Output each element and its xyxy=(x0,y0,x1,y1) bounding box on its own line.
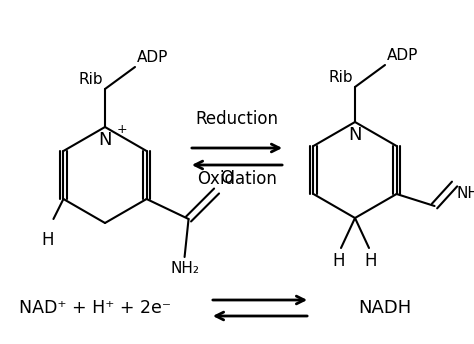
Text: Rib: Rib xyxy=(78,72,103,87)
Text: H: H xyxy=(41,231,54,249)
Text: NH₂: NH₂ xyxy=(170,261,199,276)
Text: +: + xyxy=(117,123,128,136)
Text: Reduction: Reduction xyxy=(195,110,279,128)
Text: O: O xyxy=(220,169,234,187)
Text: ADP: ADP xyxy=(137,50,168,65)
Text: Rib: Rib xyxy=(328,70,353,85)
Text: NH: NH xyxy=(456,186,474,201)
Text: N: N xyxy=(98,131,112,149)
Text: ADP: ADP xyxy=(387,48,419,63)
Text: Oxidation: Oxidation xyxy=(197,170,277,188)
Text: H: H xyxy=(333,252,345,270)
Text: H: H xyxy=(365,252,377,270)
Text: NADH: NADH xyxy=(358,299,411,317)
Text: N: N xyxy=(348,126,362,144)
Text: NAD⁺ + H⁺ + 2e⁻: NAD⁺ + H⁺ + 2e⁻ xyxy=(19,299,171,317)
